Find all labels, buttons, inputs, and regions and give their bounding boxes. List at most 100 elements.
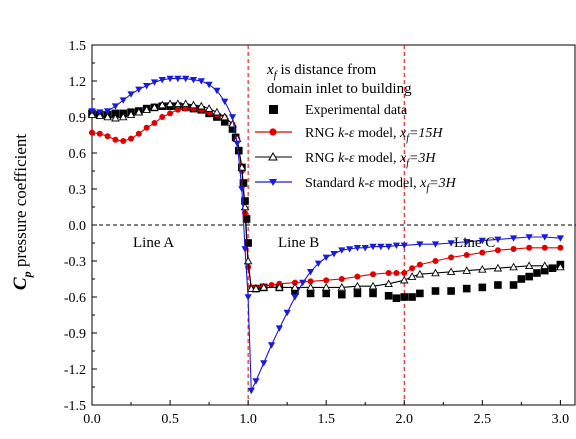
series-0-point	[291, 287, 299, 295]
series-0-point	[220, 118, 229, 126]
series-1-point	[135, 130, 142, 137]
series-0-point	[111, 109, 120, 118]
series-0-point	[525, 272, 533, 281]
series-3-point	[189, 77, 198, 84]
legend: Experimental data RNG k-ε model, xf=15H …	[255, 103, 457, 194]
y-tick-label: -1.2	[64, 363, 86, 378]
series-2-point	[204, 104, 214, 112]
series-3-point	[330, 251, 338, 258]
series-2-point	[290, 282, 300, 291]
y-axis-label: Cp pressure coefficient	[10, 134, 34, 290]
series-0-point	[306, 289, 315, 298]
series-0-point	[509, 281, 518, 289]
series-2-point	[157, 100, 167, 109]
series-1-point	[143, 124, 150, 131]
series-1-point	[385, 270, 392, 276]
series-2-point	[493, 263, 503, 272]
series-1-point	[416, 261, 423, 268]
series-3-point	[166, 75, 174, 83]
x-tick-label: 0.5	[161, 412, 179, 427]
series-3-point	[119, 97, 127, 104]
series-2-line	[91, 103, 561, 290]
series-3-point	[96, 109, 104, 116]
legend-label-rng-15h: RNG k-ε model, xf=15H	[305, 126, 443, 144]
series-1-point	[151, 120, 158, 126]
series-1-point	[96, 130, 103, 137]
series-3-point	[238, 186, 246, 193]
series-1-point	[268, 282, 275, 288]
series-2-point	[478, 264, 487, 273]
series-3-point	[346, 246, 354, 253]
series-3-point	[322, 254, 330, 261]
series-0-point	[369, 289, 377, 298]
y-tick-label: 0.6	[69, 147, 87, 162]
series-2-point	[126, 110, 136, 118]
series-1-point	[479, 249, 486, 256]
series-3-point	[369, 243, 377, 251]
series-0-point	[338, 290, 346, 299]
series-1-point	[354, 273, 361, 280]
series-1-point	[307, 278, 314, 285]
series-2-point	[407, 272, 417, 280]
series-3-point	[135, 86, 143, 93]
legend-label-standard-3h: Standard k-ε model, xf=3H	[305, 176, 457, 194]
series-1-point	[409, 265, 416, 272]
series-3-point	[431, 241, 440, 248]
series-3-point	[416, 241, 424, 248]
series-3-point	[174, 75, 182, 83]
series-0-point	[242, 215, 251, 223]
series-3-point	[353, 245, 362, 252]
line-a-label: Line A	[133, 235, 174, 251]
series-2-point	[353, 281, 362, 290]
x-tick-label: 2.5	[474, 412, 492, 427]
y-tick-label: 0.0	[69, 219, 87, 234]
series-0-point	[478, 283, 487, 292]
series-0-point	[416, 289, 424, 298]
series-1-point	[291, 279, 298, 286]
series-0-point	[322, 289, 330, 298]
line-c-label: Line C	[454, 235, 495, 251]
x-tick-label: 2.0	[396, 412, 414, 427]
series-3-point	[556, 235, 564, 242]
series-2-point	[399, 275, 409, 284]
series-2-point	[165, 99, 175, 108]
series-2-point	[103, 112, 112, 121]
series-1-point	[432, 258, 439, 264]
legend-marker-rng-3h	[268, 151, 278, 161]
y-tick-label: 1.5	[69, 39, 87, 54]
series-1-point	[463, 252, 470, 258]
series-3-point	[463, 239, 471, 246]
series-3-point	[525, 234, 533, 241]
series-3-point	[233, 140, 241, 147]
series-0-point	[392, 294, 401, 302]
series-2-point	[251, 284, 261, 292]
series-2-point	[446, 267, 456, 276]
plot-area: 0.0 0.5 1.0 1.5 2.0 2.5 3.0 -1.5 -1.2 -0.9 -0.6 -0.…	[64, 39, 576, 427]
series-2-point	[212, 107, 222, 116]
x-tick-label: 1.5	[317, 412, 335, 427]
series-2-point	[431, 268, 440, 277]
series-1-point	[104, 133, 111, 140]
series-2-point	[197, 101, 206, 110]
series-3-point	[361, 245, 369, 252]
series-2-point	[415, 269, 425, 278]
series-3-point	[338, 247, 346, 254]
series-3-point	[241, 246, 249, 253]
series-2-point	[462, 266, 471, 274]
annotation-note-line2: domain inlet to building	[267, 81, 412, 97]
series-3-point	[509, 235, 518, 242]
annotation-note-line1: xf is distance from	[266, 62, 377, 81]
series-1-point	[494, 247, 501, 254]
series-3-point	[143, 83, 151, 90]
series-2-point	[524, 261, 534, 270]
y-tick-label: 0.3	[69, 183, 87, 198]
series-2-point	[275, 282, 284, 291]
series-0-point	[462, 284, 471, 293]
series-3-point	[447, 240, 455, 247]
series-0-point	[228, 125, 237, 133]
y-tick-label: -0.6	[64, 291, 86, 306]
series-3-point	[299, 279, 307, 287]
series-2-point	[173, 99, 183, 108]
y-tick-label: 0.9	[69, 111, 87, 126]
